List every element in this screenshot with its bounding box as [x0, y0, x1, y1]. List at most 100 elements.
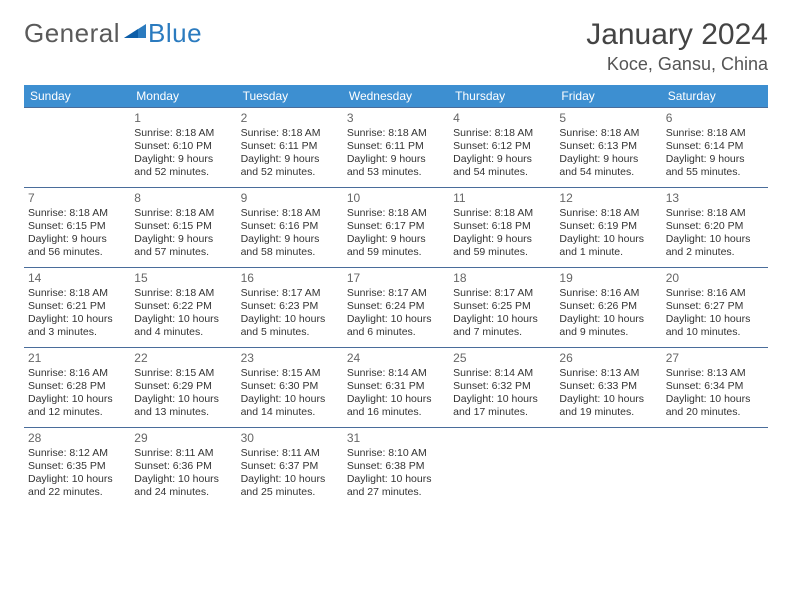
calendar-cell: .: [449, 427, 555, 507]
header-row: General Blue January 2024 Koce, Gansu, C…: [24, 18, 768, 75]
day-number: 14: [28, 271, 126, 286]
calendar-cell: 23Sunrise: 8:15 AMSunset: 6:30 PMDayligh…: [237, 347, 343, 427]
sunset-text: Sunset: 6:17 PM: [347, 220, 445, 233]
calendar-cell: 7Sunrise: 8:18 AMSunset: 6:15 PMDaylight…: [24, 187, 130, 267]
calendar-cell: 22Sunrise: 8:15 AMSunset: 6:29 PMDayligh…: [130, 347, 236, 427]
day-number: 6: [666, 111, 764, 126]
day-number: 12: [559, 191, 657, 206]
daylight-text: Daylight: 9 hours and 57 minutes.: [134, 233, 232, 259]
calendar-cell: 28Sunrise: 8:12 AMSunset: 6:35 PMDayligh…: [24, 427, 130, 507]
sunrise-text: Sunrise: 8:13 AM: [559, 367, 657, 380]
daylight-text: Daylight: 9 hours and 55 minutes.: [666, 153, 764, 179]
weekday-header: Wednesday: [343, 85, 449, 107]
sunset-text: Sunset: 6:27 PM: [666, 300, 764, 313]
calendar-cell: 2Sunrise: 8:18 AMSunset: 6:11 PMDaylight…: [237, 107, 343, 187]
calendar-cell: 30Sunrise: 8:11 AMSunset: 6:37 PMDayligh…: [237, 427, 343, 507]
calendar-cell: 3Sunrise: 8:18 AMSunset: 6:11 PMDaylight…: [343, 107, 449, 187]
calendar-cell: .: [24, 107, 130, 187]
calendar-cell: 9Sunrise: 8:18 AMSunset: 6:16 PMDaylight…: [237, 187, 343, 267]
sunrise-text: Sunrise: 8:18 AM: [559, 207, 657, 220]
calendar-cell: 10Sunrise: 8:18 AMSunset: 6:17 PMDayligh…: [343, 187, 449, 267]
calendar-cell: 16Sunrise: 8:17 AMSunset: 6:23 PMDayligh…: [237, 267, 343, 347]
daylight-text: Daylight: 10 hours and 6 minutes.: [347, 313, 445, 339]
sunrise-text: Sunrise: 8:13 AM: [666, 367, 764, 380]
day-number: 19: [559, 271, 657, 286]
calendar-cell: 19Sunrise: 8:16 AMSunset: 6:26 PMDayligh…: [555, 267, 661, 347]
daylight-text: Daylight: 10 hours and 27 minutes.: [347, 473, 445, 499]
sunset-text: Sunset: 6:26 PM: [559, 300, 657, 313]
sunset-text: Sunset: 6:19 PM: [559, 220, 657, 233]
sunset-text: Sunset: 6:23 PM: [241, 300, 339, 313]
calendar-cell: 8Sunrise: 8:18 AMSunset: 6:15 PMDaylight…: [130, 187, 236, 267]
sunrise-text: Sunrise: 8:16 AM: [666, 287, 764, 300]
sunrise-text: Sunrise: 8:17 AM: [453, 287, 551, 300]
daylight-text: Daylight: 10 hours and 19 minutes.: [559, 393, 657, 419]
sunrise-text: Sunrise: 8:15 AM: [134, 367, 232, 380]
sunrise-text: Sunrise: 8:18 AM: [559, 127, 657, 140]
day-number: 27: [666, 351, 764, 366]
calendar-cell: 17Sunrise: 8:17 AMSunset: 6:24 PMDayligh…: [343, 267, 449, 347]
logo: General Blue: [24, 18, 202, 49]
sunset-text: Sunset: 6:12 PM: [453, 140, 551, 153]
calendar-cell: 27Sunrise: 8:13 AMSunset: 6:34 PMDayligh…: [662, 347, 768, 427]
calendar-cell: .: [662, 427, 768, 507]
weekday-header: Thursday: [449, 85, 555, 107]
sunset-text: Sunset: 6:22 PM: [134, 300, 232, 313]
daylight-text: Daylight: 10 hours and 16 minutes.: [347, 393, 445, 419]
day-number: 2: [241, 111, 339, 126]
daylight-text: Daylight: 10 hours and 4 minutes.: [134, 313, 232, 339]
day-number: 16: [241, 271, 339, 286]
weekday-header: Saturday: [662, 85, 768, 107]
sunset-text: Sunset: 6:36 PM: [134, 460, 232, 473]
sunrise-text: Sunrise: 8:12 AM: [28, 447, 126, 460]
sunrise-text: Sunrise: 8:18 AM: [134, 207, 232, 220]
calendar-cell: 6Sunrise: 8:18 AMSunset: 6:14 PMDaylight…: [662, 107, 768, 187]
daylight-text: Daylight: 9 hours and 54 minutes.: [559, 153, 657, 179]
day-number: 26: [559, 351, 657, 366]
sunrise-text: Sunrise: 8:17 AM: [241, 287, 339, 300]
sunrise-text: Sunrise: 8:18 AM: [241, 207, 339, 220]
calendar-grid: SundayMondayTuesdayWednesdayThursdayFrid…: [24, 85, 768, 507]
calendar-cell: 12Sunrise: 8:18 AMSunset: 6:19 PMDayligh…: [555, 187, 661, 267]
daylight-text: Daylight: 10 hours and 14 minutes.: [241, 393, 339, 419]
daylight-text: Daylight: 9 hours and 52 minutes.: [134, 153, 232, 179]
daylight-text: Daylight: 9 hours and 56 minutes.: [28, 233, 126, 259]
daylight-text: Daylight: 10 hours and 9 minutes.: [559, 313, 657, 339]
sunset-text: Sunset: 6:11 PM: [241, 140, 339, 153]
day-number: 13: [666, 191, 764, 206]
sunset-text: Sunset: 6:34 PM: [666, 380, 764, 393]
day-number: 15: [134, 271, 232, 286]
weekday-header: Monday: [130, 85, 236, 107]
day-number: 11: [453, 191, 551, 206]
sunrise-text: Sunrise: 8:18 AM: [347, 207, 445, 220]
title-block: January 2024 Koce, Gansu, China: [586, 18, 768, 75]
sunrise-text: Sunrise: 8:18 AM: [666, 207, 764, 220]
daylight-text: Daylight: 10 hours and 20 minutes.: [666, 393, 764, 419]
day-number: 4: [453, 111, 551, 126]
sunrise-text: Sunrise: 8:18 AM: [241, 127, 339, 140]
page-title: January 2024: [586, 18, 768, 52]
logo-mark-icon: [124, 20, 146, 47]
sunset-text: Sunset: 6:15 PM: [134, 220, 232, 233]
sunrise-text: Sunrise: 8:11 AM: [134, 447, 232, 460]
calendar-cell: 25Sunrise: 8:14 AMSunset: 6:32 PMDayligh…: [449, 347, 555, 427]
sunset-text: Sunset: 6:21 PM: [28, 300, 126, 313]
sunset-text: Sunset: 6:38 PM: [347, 460, 445, 473]
daylight-text: Daylight: 10 hours and 17 minutes.: [453, 393, 551, 419]
daylight-text: Daylight: 10 hours and 22 minutes.: [28, 473, 126, 499]
day-number: 8: [134, 191, 232, 206]
daylight-text: Daylight: 10 hours and 25 minutes.: [241, 473, 339, 499]
day-number: 28: [28, 431, 126, 446]
calendar-cell: 20Sunrise: 8:16 AMSunset: 6:27 PMDayligh…: [662, 267, 768, 347]
day-number: 10: [347, 191, 445, 206]
calendar-cell: 14Sunrise: 8:18 AMSunset: 6:21 PMDayligh…: [24, 267, 130, 347]
sunrise-text: Sunrise: 8:18 AM: [453, 127, 551, 140]
sunset-text: Sunset: 6:18 PM: [453, 220, 551, 233]
sunrise-text: Sunrise: 8:18 AM: [28, 207, 126, 220]
day-number: 25: [453, 351, 551, 366]
sunset-text: Sunset: 6:13 PM: [559, 140, 657, 153]
calendar-cell: 29Sunrise: 8:11 AMSunset: 6:36 PMDayligh…: [130, 427, 236, 507]
sunset-text: Sunset: 6:33 PM: [559, 380, 657, 393]
daylight-text: Daylight: 9 hours and 58 minutes.: [241, 233, 339, 259]
calendar-cell: 21Sunrise: 8:16 AMSunset: 6:28 PMDayligh…: [24, 347, 130, 427]
